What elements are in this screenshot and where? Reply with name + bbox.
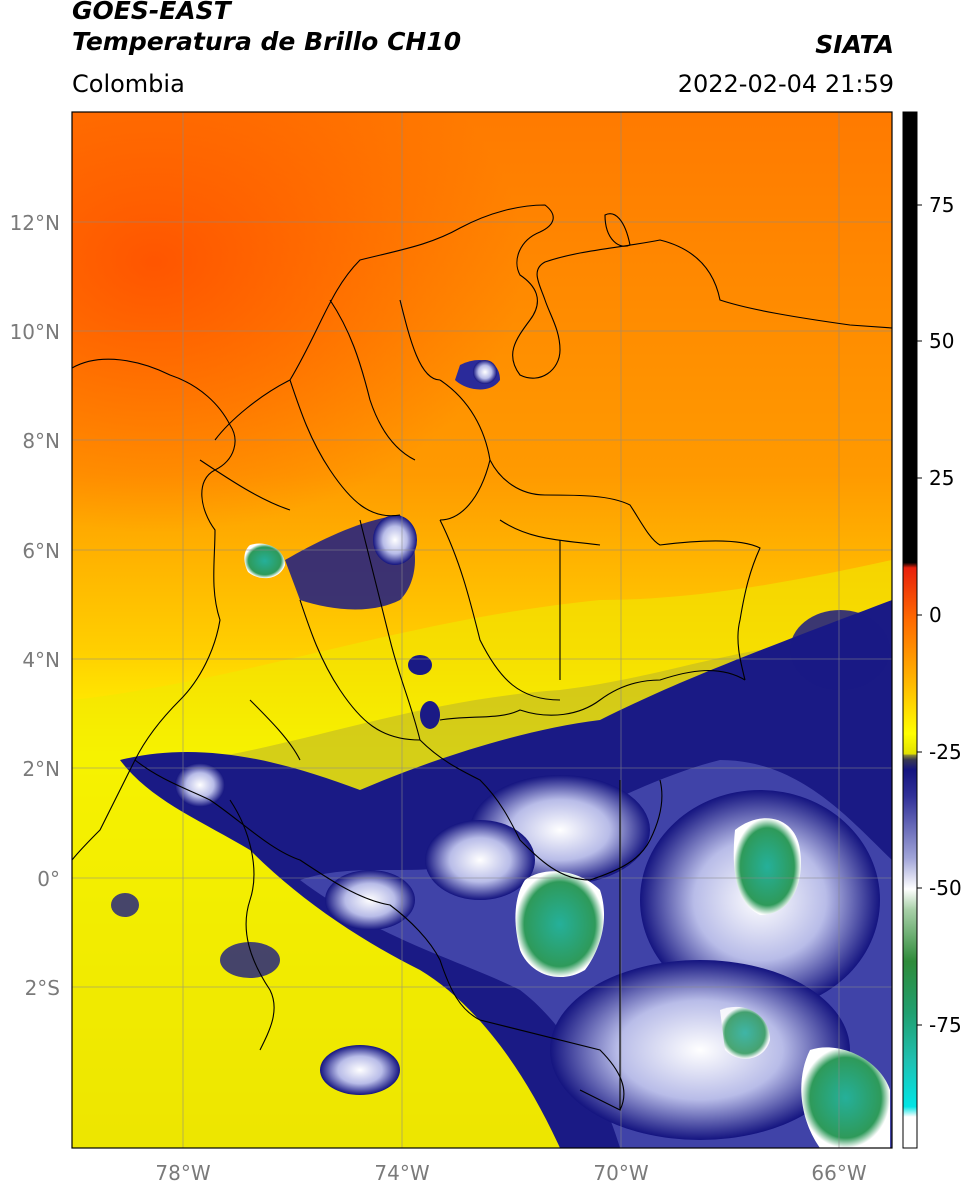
lon-label: 66°W [811, 1161, 866, 1185]
longitude-labels: 78°W 74°W 70°W 66°W [155, 1161, 866, 1185]
lon-label: 74°W [374, 1161, 429, 1185]
lat-label: 2°N [22, 757, 60, 781]
satellite-name: GOES-EAST [72, 0, 231, 25]
graticule [72, 112, 892, 1148]
lat-label: 8°N [22, 429, 60, 453]
colorbar-tick-label: -25 [929, 740, 962, 764]
colorbar-ticks [917, 204, 922, 1026]
latitude-labels: 12°N 10°N 8°N 6°N 4°N 2°N 0° 2°S [10, 211, 60, 1000]
lon-label: 70°W [593, 1161, 648, 1185]
colorbar: 75 50 25 0 -25 -50 -75 [902, 111, 962, 1149]
boundary-lines [72, 204, 892, 1111]
lon-label: 78°W [155, 1161, 210, 1185]
lat-label: 2°S [25, 976, 60, 1000]
colorbar-tick-label: 50 [929, 329, 954, 353]
colorbar-tick-label: 25 [929, 466, 954, 490]
timestamp-label: 2022-02-04 21:59 [677, 70, 894, 98]
lat-label: 10°N [10, 320, 60, 344]
lat-label: 0° [37, 867, 60, 891]
product-title: Temperatura de Brillo CH10 [72, 27, 462, 56]
colorbar-tick-label: 0 [929, 603, 942, 627]
map-frame [71, 111, 893, 1149]
lat-label: 12°N [10, 211, 60, 235]
colorbar-tick-label: 75 [929, 193, 954, 217]
lat-label: 4°N [22, 648, 60, 672]
imagery-layer [72, 112, 892, 1148]
colorbar-tick-label: -75 [929, 1013, 962, 1037]
colorbar-scale [902, 111, 918, 1149]
colorbar-tick-label: -50 [929, 876, 962, 900]
region-label: Colombia [72, 70, 185, 98]
source-label: SIATA [815, 30, 894, 59]
lat-label: 6°N [22, 539, 60, 563]
